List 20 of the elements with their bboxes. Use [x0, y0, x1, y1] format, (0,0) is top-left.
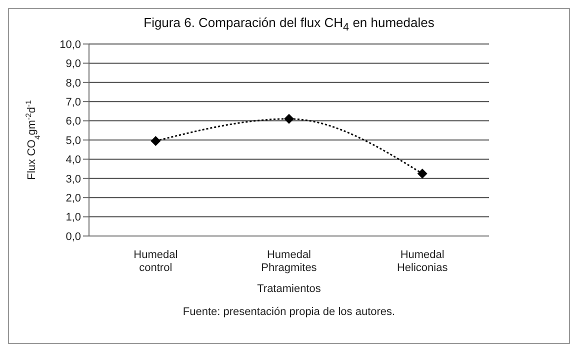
y-tick-label: 4,0 [66, 154, 81, 166]
point [150, 136, 161, 146]
y-tick-label: 8,0 [66, 76, 81, 89]
y-tick-label: 10,0 [60, 38, 81, 50]
point [417, 168, 428, 178]
x-tick-label: Humedal Heliconias [396, 248, 448, 274]
y-tick-label: 5,0 [66, 134, 81, 146]
chart-title: Figura 6. Comparación del flux CH$_{4}$ en humedales [142, 15, 436, 34]
y-tick-label: 2,0 [66, 192, 81, 204]
x-tick-label: Humedal Phragmites [261, 248, 318, 274]
y-tick-label: 6,0 [66, 115, 81, 128]
point [284, 113, 294, 124]
y-tick-label: 1,0 [66, 211, 81, 224]
y-tick-label: 7,0 [66, 96, 81, 108]
y-tick-label: 0,0 [66, 230, 81, 242]
x-tick-label: Humedal control [134, 248, 178, 274]
source-note: Fuente: presentación propia de los autores. [182, 306, 396, 318]
y-tick-label: 3,0 [66, 172, 81, 185]
y-tick-label: 9,0 [66, 58, 81, 70]
x-axis-title: Tratamientos [257, 282, 322, 295]
